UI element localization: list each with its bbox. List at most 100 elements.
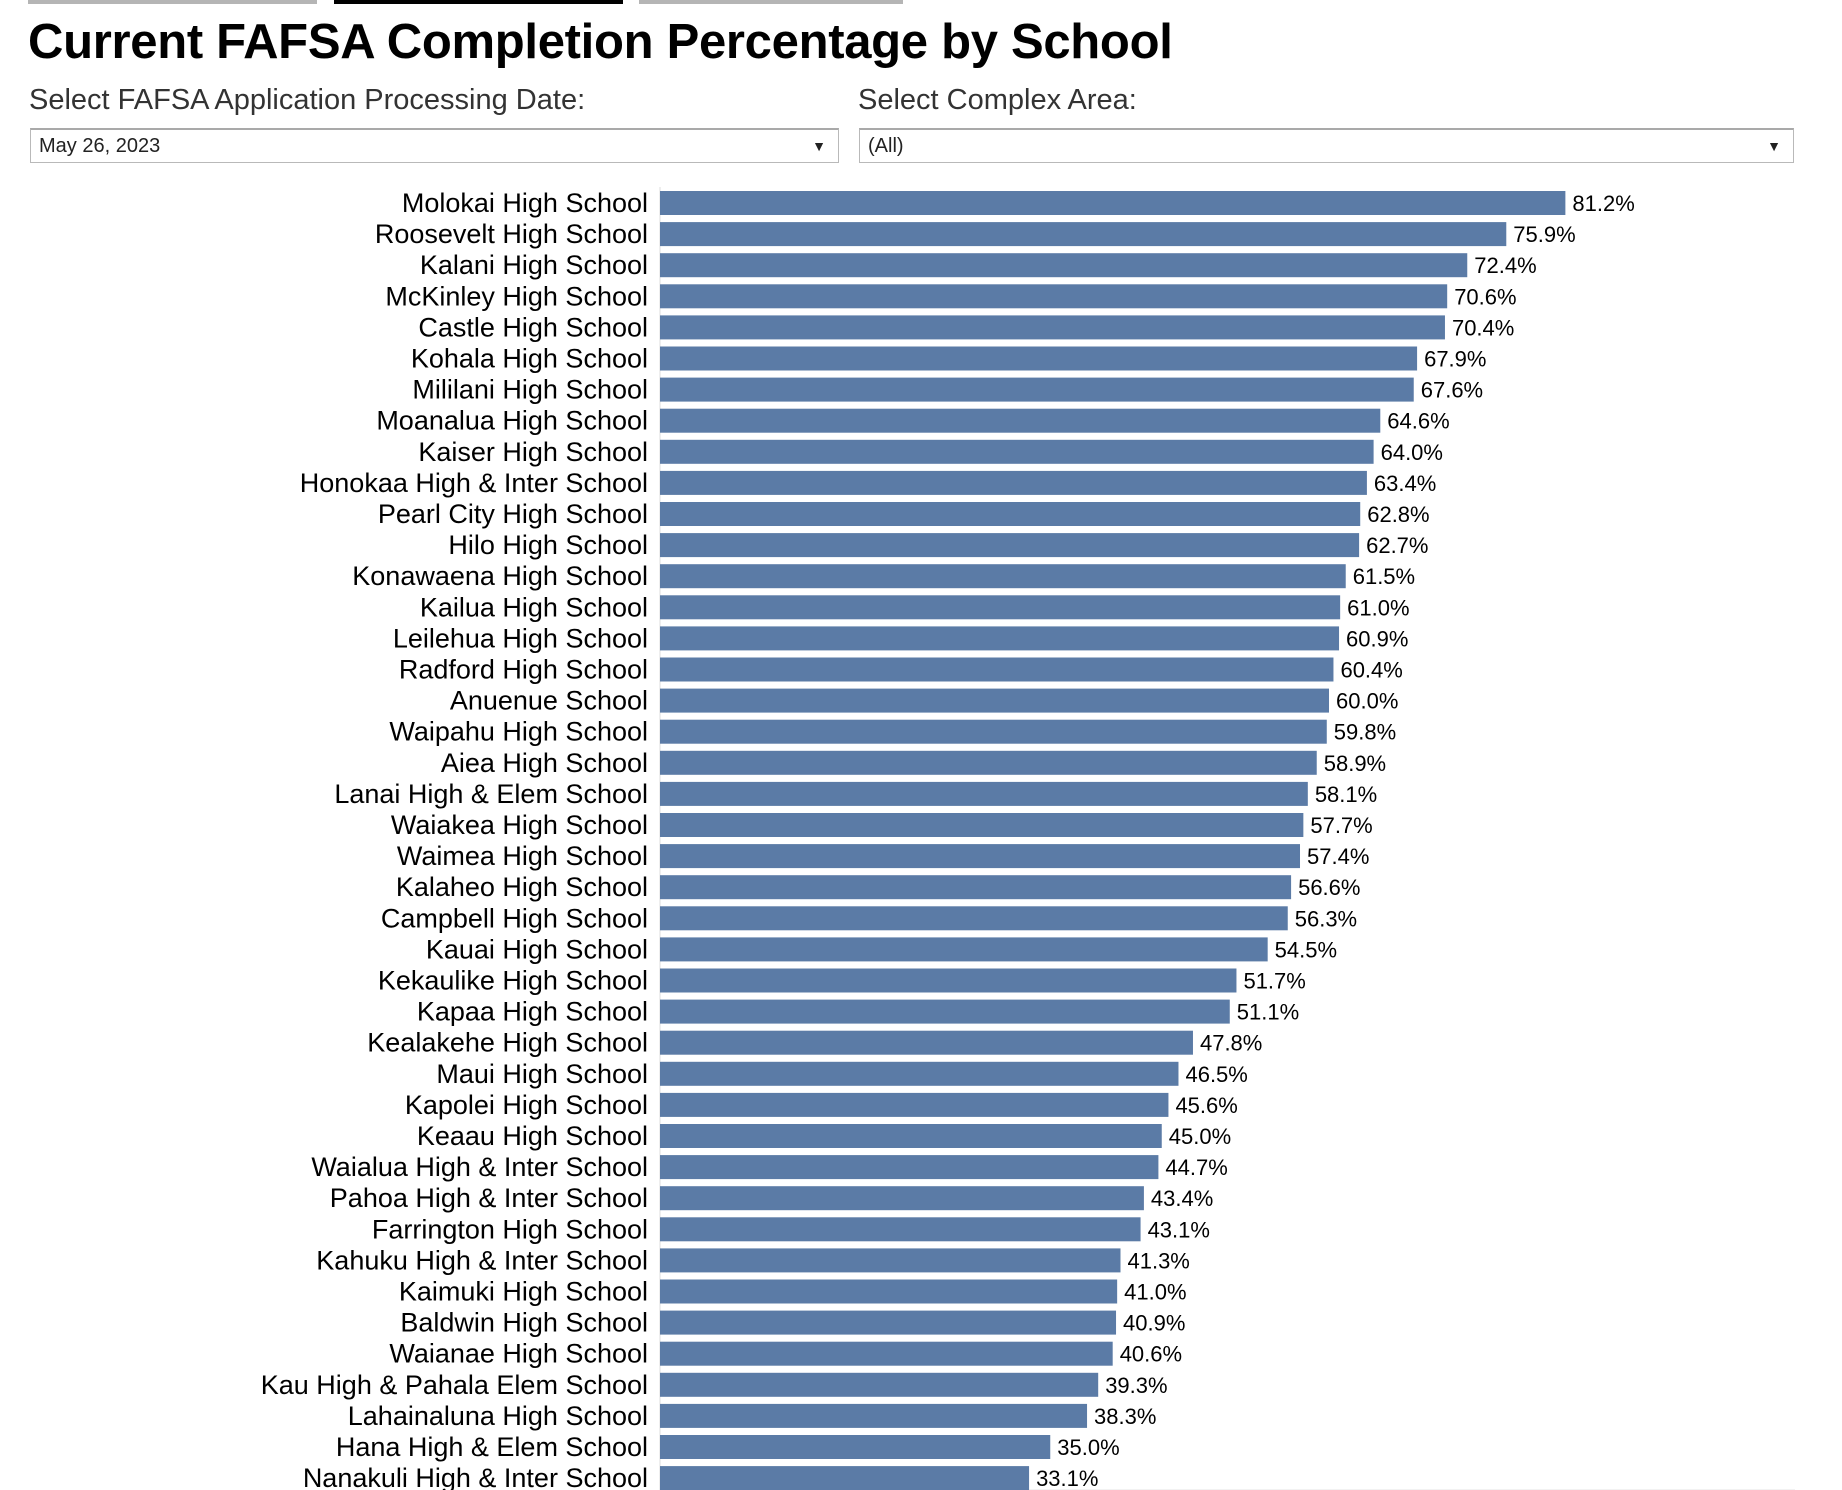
data-label: 40.9% (1123, 1311, 1185, 1336)
category-label: Kaiser High School (418, 437, 648, 467)
chevron-down-icon: ▼ (1767, 138, 1781, 154)
bar (660, 408, 1381, 433)
bar (660, 1030, 1193, 1055)
data-label: 64.6% (1387, 409, 1449, 434)
category-label: Baldwin High School (400, 1308, 648, 1338)
bar (660, 1155, 1159, 1180)
bar (660, 470, 1367, 495)
bar (660, 1248, 1121, 1273)
category-label: Maui High School (436, 1059, 648, 1089)
category-label: Kapaa High School (417, 997, 648, 1027)
bar (660, 906, 1288, 931)
bar (660, 595, 1341, 620)
category-label: Kalani High School (420, 250, 648, 280)
bar (660, 284, 1448, 309)
category-label: Pahoa High & Inter School (330, 1183, 648, 1213)
category-label: Kau High & Pahala Elem School (261, 1370, 648, 1400)
date-filter-label: Select FAFSA Application Processing Date… (29, 84, 586, 116)
data-label: 72.4% (1474, 253, 1536, 278)
category-label: Campbell High School (381, 903, 648, 933)
category-label: Kapolei High School (405, 1090, 648, 1120)
category-label: Kohala High School (411, 344, 648, 374)
bar (660, 315, 1445, 340)
page-title: Current FAFSA Completion Percentage by S… (28, 15, 1173, 69)
category-label: Kalaheo High School (396, 872, 648, 902)
bar (660, 626, 1340, 651)
data-label: 57.4% (1307, 844, 1369, 869)
date-dropdown[interactable]: May 26, 2023 ▼ (30, 128, 839, 163)
data-label: 41.3% (1127, 1248, 1189, 1273)
bar (660, 781, 1308, 806)
bar (660, 1310, 1117, 1335)
data-label: 43.4% (1151, 1186, 1213, 1211)
bar (660, 1124, 1162, 1148)
category-label: Mililani High School (412, 375, 648, 405)
category-label: Molokai High School (402, 188, 648, 218)
category-label: Kauai High School (426, 934, 648, 964)
data-label: 59.8% (1334, 720, 1396, 745)
data-label: 41.0% (1124, 1280, 1186, 1305)
bar (660, 1372, 1099, 1397)
bar (660, 719, 1327, 744)
category-label: Lanai High & Elem School (334, 779, 648, 809)
category-label: Kealakehe High School (367, 1028, 648, 1058)
category-label: McKinley High School (385, 281, 648, 311)
bar (660, 750, 1317, 775)
category-label: Pearl City High School (378, 499, 648, 529)
bar (660, 191, 1566, 215)
data-label: 63.4% (1374, 471, 1436, 496)
bar (660, 346, 1418, 371)
category-label: Lahainaluna High School (348, 1401, 648, 1431)
chevron-down-icon: ▼ (812, 138, 826, 154)
category-label: Anuenue School (450, 686, 648, 716)
bar (660, 1435, 1051, 1459)
bar (660, 533, 1360, 558)
data-label: 58.9% (1324, 751, 1386, 776)
data-label: 45.6% (1175, 1093, 1237, 1118)
data-label: 33.1% (1036, 1466, 1098, 1490)
category-label: Waipahu High School (389, 717, 648, 747)
data-label: 62.8% (1367, 502, 1429, 527)
data-label: 60.0% (1336, 689, 1398, 714)
category-label: Radford High School (399, 655, 648, 685)
tab-3[interactable] (639, 0, 903, 4)
data-label: 51.1% (1237, 1000, 1299, 1025)
category-label: Hana High & Elem School (336, 1432, 648, 1462)
data-label: 47.8% (1200, 1031, 1262, 1056)
category-label: Moanalua High School (376, 406, 648, 436)
data-label: 75.9% (1513, 222, 1575, 247)
data-label: 61.5% (1353, 564, 1415, 589)
complex-dropdown[interactable]: (All) ▼ (859, 128, 1794, 163)
data-label: 56.6% (1298, 875, 1360, 900)
category-label: Waialua High & Inter School (311, 1152, 648, 1182)
data-label: 43.1% (1148, 1217, 1210, 1242)
category-label: Leilehua High School (393, 623, 648, 653)
tab-1[interactable] (28, 0, 317, 4)
bar (660, 1466, 1030, 1490)
data-label: 45.0% (1169, 1124, 1231, 1149)
data-label: 35.0% (1057, 1435, 1119, 1460)
bar (660, 999, 1230, 1024)
bar (660, 657, 1334, 682)
bar (660, 688, 1329, 713)
data-label: 67.6% (1421, 378, 1483, 403)
data-label: 54.5% (1275, 937, 1337, 962)
data-label: 40.6% (1120, 1342, 1182, 1367)
category-label: Roosevelt High School (375, 219, 648, 249)
bar (660, 564, 1346, 589)
category-label: Waimea High School (397, 841, 648, 871)
bar (660, 875, 1292, 900)
bar (660, 1341, 1113, 1366)
category-label: Honokaa High & Inter School (300, 468, 648, 498)
data-label: 81.2% (1572, 191, 1634, 216)
category-label: Keaau High School (417, 1121, 648, 1151)
bar (660, 1061, 1179, 1086)
complex-filter-label: Select Complex Area: (858, 84, 1137, 116)
tab-2-active[interactable] (334, 0, 623, 4)
data-label: 51.7% (1243, 969, 1305, 994)
data-label: 39.3% (1105, 1373, 1167, 1398)
bar (660, 1186, 1144, 1211)
bar (660, 844, 1301, 869)
data-label: 58.1% (1315, 782, 1377, 807)
category-label: Farrington High School (372, 1214, 648, 1244)
